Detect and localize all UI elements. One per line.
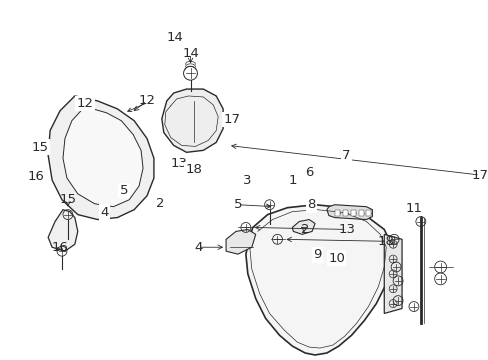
Polygon shape <box>292 220 314 234</box>
Text: 7: 7 <box>342 149 350 162</box>
Text: 17: 17 <box>471 168 488 181</box>
Text: 3: 3 <box>243 174 251 186</box>
Text: 5: 5 <box>233 198 242 211</box>
Text: 2: 2 <box>156 197 164 210</box>
Bar <box>358 210 363 216</box>
Polygon shape <box>48 210 78 251</box>
Text: 1: 1 <box>288 174 297 186</box>
Text: 4: 4 <box>100 206 109 219</box>
Text: 6: 6 <box>305 166 313 179</box>
Text: 2: 2 <box>300 223 309 236</box>
Polygon shape <box>48 96 154 220</box>
Polygon shape <box>162 89 223 152</box>
Text: 18: 18 <box>185 163 202 176</box>
Polygon shape <box>245 205 390 355</box>
Text: 5: 5 <box>120 184 128 197</box>
Text: 14: 14 <box>166 31 183 44</box>
Text: 11: 11 <box>405 202 422 215</box>
Polygon shape <box>225 229 255 254</box>
Text: 9: 9 <box>312 248 321 261</box>
Text: 16: 16 <box>51 241 68 254</box>
Text: 16: 16 <box>27 170 44 183</box>
Bar <box>366 210 371 216</box>
Polygon shape <box>384 234 401 314</box>
Bar <box>342 210 347 216</box>
Text: 8: 8 <box>307 198 315 211</box>
Text: 13: 13 <box>171 157 188 171</box>
Bar <box>350 210 355 216</box>
Text: 12: 12 <box>77 97 94 110</box>
Text: 15: 15 <box>60 193 76 206</box>
Text: 10: 10 <box>327 252 345 265</box>
Text: 12: 12 <box>138 94 155 107</box>
Text: 18: 18 <box>377 235 394 248</box>
Text: 17: 17 <box>223 113 240 126</box>
Polygon shape <box>326 205 372 220</box>
Polygon shape <box>63 109 143 207</box>
Text: 13: 13 <box>338 223 354 236</box>
Text: 4: 4 <box>194 241 202 254</box>
Text: 15: 15 <box>32 141 49 154</box>
Text: 14: 14 <box>182 47 199 60</box>
Bar <box>334 210 339 216</box>
